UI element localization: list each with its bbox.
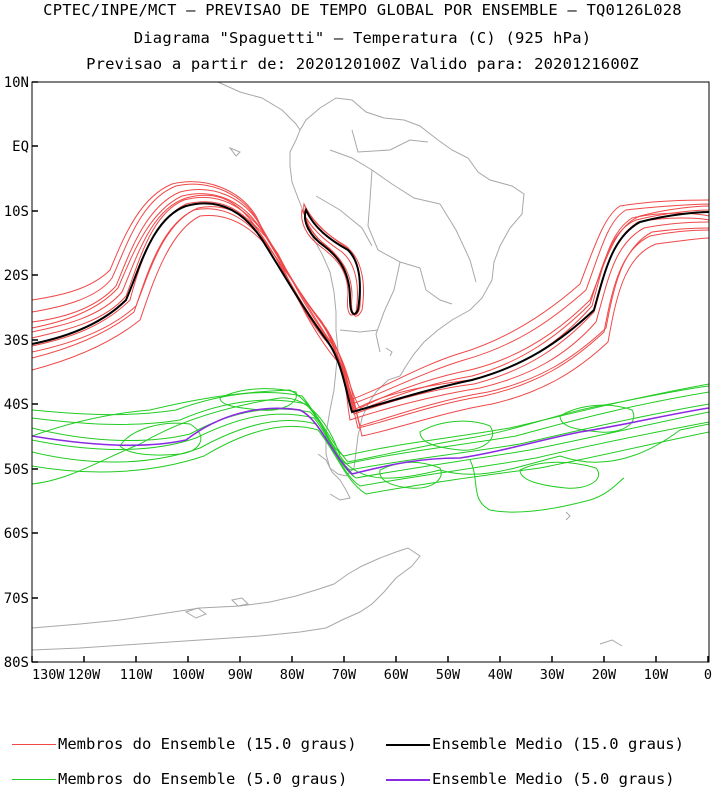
legend-swatch-members-5: [12, 779, 56, 780]
members-5-contours: [32, 383, 709, 513]
legend-members-15: Membros do Ensemble (15.0 graus): [12, 735, 357, 753]
legend-swatch-members-15: [12, 744, 56, 745]
mean-5-contour: [32, 407, 709, 475]
lon-label: 30W: [540, 667, 565, 683]
lon-label: 110W: [120, 667, 153, 683]
lon-label: 60W: [384, 667, 409, 683]
lon-label: 10W: [644, 667, 669, 683]
lon-label: 0: [704, 667, 712, 683]
lat-label: 50S: [4, 462, 29, 478]
legend-swatch-mean-15: [386, 743, 430, 746]
lon-label: 40W: [488, 667, 513, 683]
lon-label: 70W: [332, 667, 357, 683]
lat-label: 30S: [4, 333, 29, 349]
lon-label: 80W: [280, 667, 305, 683]
lat-label: 10N: [4, 75, 29, 91]
lon-label: 90W: [228, 667, 253, 683]
lat-label: 40S: [4, 397, 29, 413]
lon-label: 50W: [436, 667, 461, 683]
mean-15-andes-contour: [304, 207, 361, 315]
lon-label: 100W: [172, 667, 205, 683]
mean-15-contour: [32, 202, 709, 414]
lat-ticks: [32, 81, 38, 663]
legend-label-mean-15: Ensemble Medio (15.0 graus): [432, 735, 684, 753]
legend-label-mean-5: Ensemble Medio (5.0 graus): [432, 770, 675, 788]
members-15-contours: [32, 181, 709, 437]
lon-label: 120W: [68, 667, 101, 683]
lon-labels: 130W 120W 110W 100W 90W 80W 70W 60W 50W …: [32, 667, 712, 683]
legend-label-members-15: Membros do Ensemble (15.0 graus): [58, 735, 357, 753]
lat-label: EQ: [12, 139, 29, 155]
lon-label: 130W: [32, 667, 65, 683]
lat-label: 80S: [4, 655, 29, 671]
legend-mean-15: Ensemble Medio (15.0 graus): [386, 735, 684, 753]
legend-swatch-mean-5: [386, 778, 430, 781]
lon-ticks: [31, 656, 709, 662]
title-line-1: CPTEC/INPE/MCT – PREVISAO DE TEMPO GLOBA…: [43, 1, 682, 19]
legend-label-members-5: Membros do Ensemble (5.0 graus): [58, 770, 348, 788]
legend-mean-5: Ensemble Medio (5.0 graus): [386, 770, 675, 788]
lat-labels: 10N EQ 10S 20S 30S 40S 50S 60S 70S 80S: [4, 75, 29, 671]
lat-label: 70S: [4, 591, 29, 607]
legend-members-5: Membros do Ensemble (5.0 graus): [12, 770, 347, 788]
plot-frame: [31, 81, 710, 663]
coastlines: [32, 82, 623, 651]
lat-label: 20S: [4, 268, 29, 284]
lat-label: 60S: [4, 526, 29, 542]
title-line-3: Previsao a partir de: 2020120100Z Valido…: [86, 55, 639, 73]
lon-label: 20W: [592, 667, 617, 683]
lat-label: 10S: [4, 204, 29, 220]
title-line-2: Diagrama "Spaguetti" – Temperatura (C) (…: [133, 29, 592, 47]
